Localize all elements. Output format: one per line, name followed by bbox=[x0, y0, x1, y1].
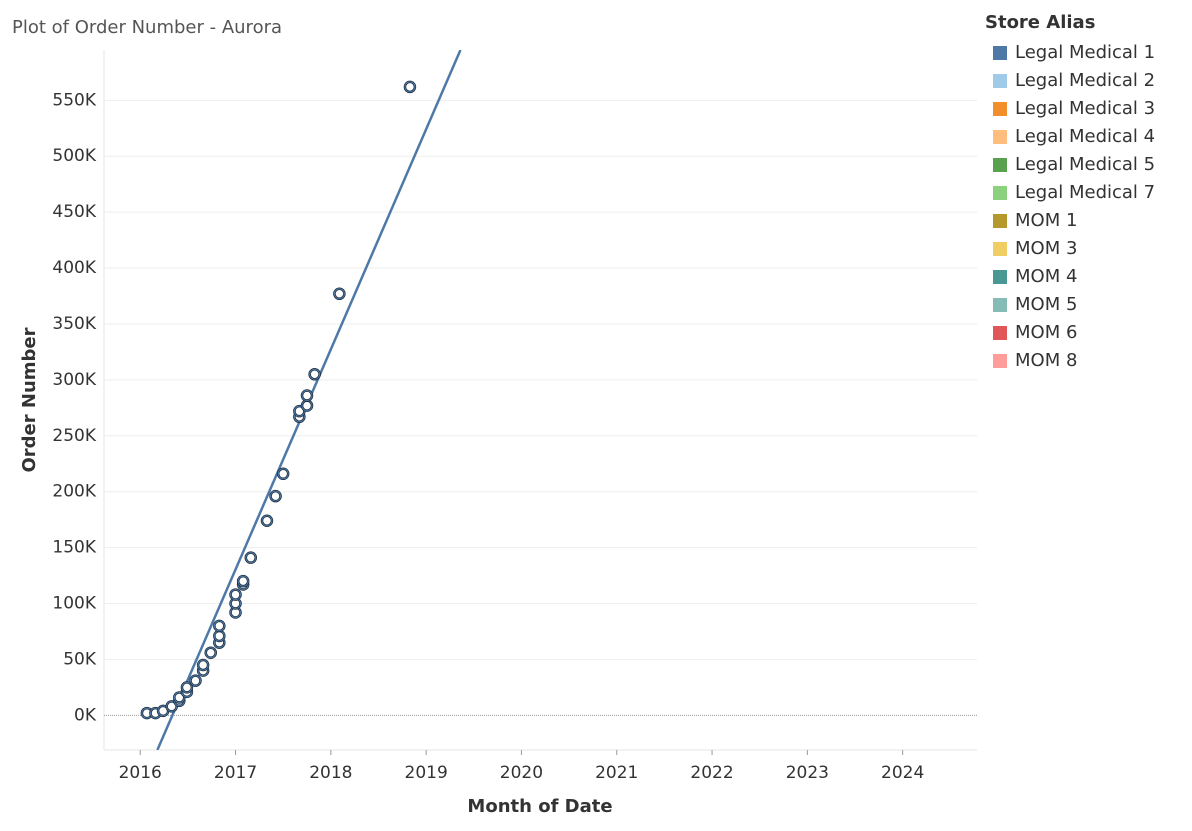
legend-label: Legal Medical 7 bbox=[1015, 182, 1155, 203]
legend-title: Store Alias bbox=[985, 12, 1095, 33]
x-tick-label: 2023 bbox=[786, 763, 829, 783]
legend-swatch bbox=[993, 354, 1007, 368]
legend-swatch bbox=[993, 326, 1007, 340]
legend-swatch bbox=[993, 130, 1007, 144]
x-tick-label: 2018 bbox=[309, 763, 352, 783]
legend-label: MOM 3 bbox=[1015, 238, 1077, 259]
data-point-ring bbox=[333, 288, 345, 300]
legend-label: MOM 5 bbox=[1015, 294, 1077, 315]
x-tick-label: 2017 bbox=[214, 763, 257, 783]
data-point-ring bbox=[181, 681, 193, 693]
legend-swatch bbox=[993, 242, 1007, 256]
x-axis-label: Month of Date bbox=[467, 796, 612, 817]
data-point-ring bbox=[301, 390, 313, 402]
data-point-ring bbox=[404, 81, 416, 93]
legend-label: Legal Medical 3 bbox=[1015, 98, 1155, 119]
y-axis-label: Order Number bbox=[19, 327, 40, 472]
legend-swatch bbox=[993, 158, 1007, 172]
data-point-ring bbox=[261, 515, 273, 527]
legend-swatch bbox=[993, 270, 1007, 284]
data-point-ring bbox=[213, 620, 225, 632]
x-tick-label: 2016 bbox=[119, 763, 162, 783]
x-tick-label: 2021 bbox=[595, 763, 638, 783]
data-point-ring bbox=[277, 468, 289, 480]
x-tick-label: 2022 bbox=[690, 763, 733, 783]
legend-label: Legal Medical 2 bbox=[1015, 70, 1155, 91]
y-tick-label: 400K bbox=[52, 258, 96, 278]
y-tick-label: 100K bbox=[52, 594, 96, 614]
legend-swatch bbox=[993, 298, 1007, 312]
legend-label: Legal Medical 4 bbox=[1015, 126, 1155, 147]
y-tick-label: 550K bbox=[52, 90, 96, 110]
y-tick-label: 250K bbox=[52, 426, 96, 446]
y-tick-label: 200K bbox=[52, 482, 96, 502]
data-point-ring bbox=[245, 552, 257, 564]
x-tick-label: 2019 bbox=[405, 763, 448, 783]
data-point-ring bbox=[197, 659, 209, 671]
data-point-ring bbox=[270, 490, 282, 502]
legend-swatch bbox=[993, 186, 1007, 200]
y-tick-label: 50K bbox=[63, 649, 97, 669]
legend-label: MOM 8 bbox=[1015, 350, 1077, 371]
x-tick-label: 2024 bbox=[881, 763, 924, 783]
legend-label: MOM 4 bbox=[1015, 266, 1077, 287]
y-tick-label: 350K bbox=[52, 314, 96, 334]
legend-swatch bbox=[993, 74, 1007, 88]
x-tick-label: 2020 bbox=[500, 763, 543, 783]
legend-label: Legal Medical 5 bbox=[1015, 154, 1155, 175]
legend-label: Legal Medical 1 bbox=[1015, 42, 1155, 63]
data-point-ring bbox=[230, 589, 242, 601]
data-point-ring bbox=[189, 675, 201, 687]
y-tick-label: 500K bbox=[52, 146, 96, 166]
legend-swatch bbox=[993, 214, 1007, 228]
legend-swatch bbox=[993, 46, 1007, 60]
legend-label: MOM 6 bbox=[1015, 322, 1077, 343]
legend-label: MOM 1 bbox=[1015, 210, 1077, 231]
data-point-ring bbox=[205, 647, 217, 659]
y-tick-label: 300K bbox=[52, 370, 96, 390]
legend-swatch bbox=[993, 102, 1007, 116]
y-tick-label: 450K bbox=[52, 202, 96, 222]
y-tick-label: 0K bbox=[74, 705, 97, 725]
chart-title: Plot of Order Number - Aurora bbox=[12, 17, 282, 38]
y-tick-label: 150K bbox=[52, 538, 96, 558]
data-point-ring bbox=[237, 575, 249, 587]
data-point-ring bbox=[309, 368, 321, 380]
